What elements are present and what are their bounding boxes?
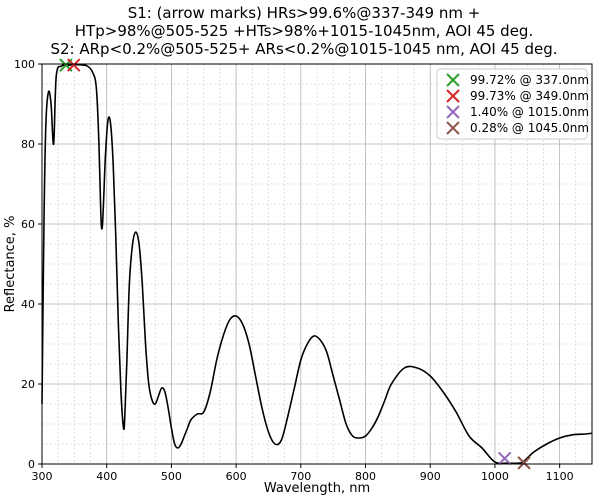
legend-entry: 1.40% @ 1015.0nm — [470, 105, 589, 119]
x-tick-label: 900 — [420, 470, 441, 483]
legend-marker — [446, 89, 460, 103]
marker-point — [66, 58, 81, 72]
x-tick-label: 1100 — [546, 470, 574, 483]
plot-frame — [41, 63, 593, 465]
chart-title-line-1: S1: (arrow marks) HRs>99.6%@337-349 nm + — [128, 4, 481, 22]
x-tick-label: 800 — [355, 470, 376, 483]
marker-point — [517, 456, 531, 470]
legend-entry: 99.72% @ 337.0nm — [470, 73, 589, 87]
x-tick-label: 1000 — [481, 470, 509, 483]
legend-entry: 0.28% @ 1045.0nm — [470, 121, 589, 135]
legend-marker — [446, 121, 460, 135]
x-axis-label: Wavelength, nm — [264, 481, 370, 496]
y-tick-label: 0 — [28, 458, 35, 471]
x-tick-label: 500 — [161, 470, 182, 483]
reflectance-line — [41, 63, 593, 465]
markers — [59, 58, 531, 470]
x-tick-label: 700 — [290, 470, 311, 483]
legend-marker — [446, 73, 460, 87]
legend-entry: 99.73% @ 349.0nm — [470, 89, 589, 103]
y-axis-label: Reflectance, % — [3, 216, 18, 313]
y-tick-label: 40 — [21, 298, 35, 311]
x-tick-label: 400 — [96, 470, 117, 483]
x-tick-label: 600 — [226, 470, 247, 483]
legend: 99.72% @ 337.0nm 99.73% @ 349.0nm 1.40% @ … — [436, 68, 589, 140]
axis-ticks: 300 400 500 600 700 800 900 1000 1100 0 20 40 60 80 10… — [14, 58, 574, 483]
chart-title-line-2: HTp>98%@505-525 +HTs>98%+1015-1045nm, AO… — [75, 22, 533, 40]
y-tick-label: 60 — [21, 218, 35, 231]
marker-point — [497, 451, 512, 466]
x-tick-label: 300 — [32, 470, 53, 483]
legend-box — [436, 68, 588, 140]
y-tick-label: 20 — [21, 378, 35, 391]
y-tick-label: 100 — [14, 58, 35, 71]
plot-area — [41, 63, 593, 465]
chart-title-line-3: S2: ARp<0.2%@505-525+ ARs<0.2%@1015-1045… — [50, 40, 557, 58]
y-tick-label: 80 — [21, 138, 35, 151]
legend-marker — [446, 105, 460, 119]
